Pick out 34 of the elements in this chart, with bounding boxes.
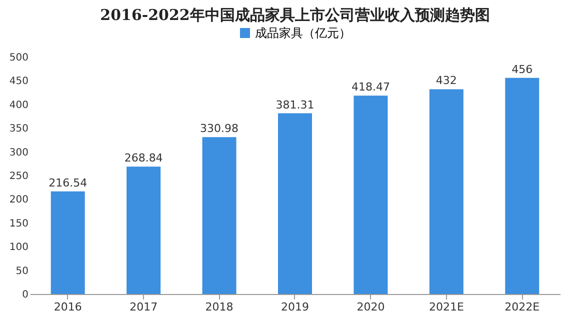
bar: [278, 113, 312, 294]
bar: [429, 89, 464, 294]
data-label: 330.98: [200, 122, 239, 136]
y-tick-label: 150: [9, 218, 28, 230]
data-label: 268.84: [124, 152, 163, 165]
x-tick-label: 2018: [205, 300, 234, 314]
x-tick-label: 2019: [281, 300, 309, 314]
x-tick-label: 2017: [130, 300, 158, 314]
y-tick-label: 200: [9, 194, 28, 206]
chart-title: 2016-2022年中国成品家具上市公司营业收入预测趋势图: [100, 6, 490, 24]
bar: [126, 166, 161, 294]
y-tick-label: 500: [9, 52, 28, 64]
legend-label: 成品家具（亿元）: [255, 26, 351, 40]
data-label: 432: [436, 74, 457, 88]
x-tick-label: 2016: [54, 300, 82, 314]
bar: [505, 78, 540, 294]
x-tick-label: 2020: [356, 300, 385, 314]
y-tick-label: 250: [9, 171, 28, 182]
bar: [50, 191, 85, 294]
bar: [202, 137, 236, 294]
data-label: 216.54: [48, 176, 88, 190]
bar: [354, 96, 388, 294]
y-tick-label: 300: [9, 147, 28, 158]
data-label: 456: [512, 62, 533, 76]
y-tick-label: 450: [9, 76, 28, 88]
y-tick-label: 400: [9, 100, 28, 111]
data-label: 381.31: [276, 98, 314, 112]
data-label: 418.47: [351, 80, 390, 94]
y-tick-label: 50: [16, 266, 28, 277]
x-tick-label: 2021E: [428, 300, 464, 314]
y-tick-label: 100: [9, 242, 28, 254]
y-tick-label: 350: [9, 124, 28, 135]
y-tick-label: 0: [22, 290, 28, 300]
x-tick-label: 2022E: [504, 300, 540, 314]
